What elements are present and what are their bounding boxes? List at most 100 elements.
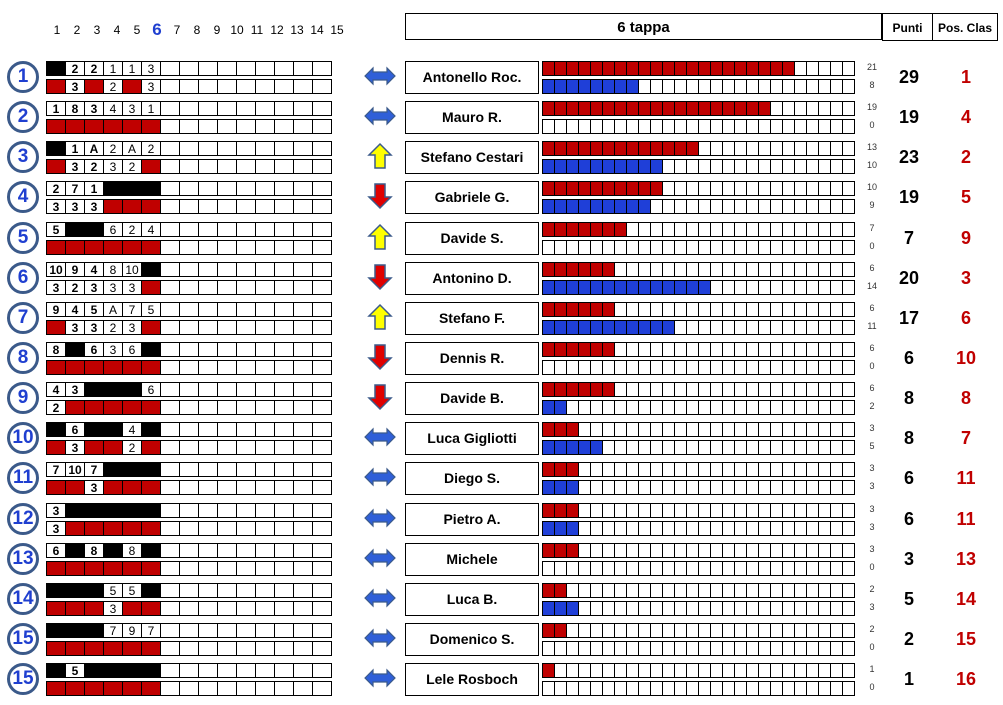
- red-score-bar: [542, 141, 855, 157]
- stage-cell: [312, 341, 332, 357]
- stage-cell: [65, 221, 85, 237]
- stage-cell: [236, 582, 256, 598]
- stage-cell: [160, 681, 180, 697]
- stage-cell: [217, 141, 237, 157]
- arrow-up-icon: [364, 142, 396, 170]
- stage-cell: [84, 79, 104, 94]
- stage-cell: [179, 560, 199, 576]
- participant-row: 5 5 6 2 4 Davide S. 7 0 7 9: [0, 221, 1003, 261]
- stage-points-row: [46, 640, 332, 656]
- rank-badge: 4: [7, 181, 39, 214]
- stage-cell: [141, 663, 161, 679]
- stage-cell: [141, 319, 161, 335]
- stage-cell: [236, 61, 256, 76]
- stage-points-row: 3: [46, 600, 332, 616]
- stage-cell: [103, 663, 123, 679]
- stage-cell: [312, 440, 332, 456]
- empty-bar-cell: [842, 181, 855, 197]
- participant-row: 10 6 4 3 2 Luca Gigliotti 3 5 8 7: [0, 421, 1003, 461]
- points-value: 19: [898, 107, 920, 128]
- stage-points-row: 2: [46, 400, 332, 416]
- stage-cell: [122, 560, 142, 576]
- stage-cell: 5: [141, 301, 161, 317]
- stage-cell: 2: [46, 400, 66, 416]
- stage-cell: [312, 622, 332, 638]
- stage-cell: [293, 319, 313, 335]
- stage-cell: [179, 663, 199, 679]
- stage-cell: [255, 502, 275, 518]
- empty-bar-cell: [842, 582, 855, 598]
- stage-cell: [179, 480, 199, 496]
- stage-cell: [179, 542, 199, 558]
- red-score-bar: [542, 61, 855, 76]
- stage-cell: [217, 600, 237, 616]
- stage-cell: 3: [84, 101, 104, 117]
- stage-cell: [312, 159, 332, 175]
- stage-cell: [122, 663, 142, 679]
- blue-count: 3: [869, 481, 875, 492]
- stage-cell: [198, 279, 218, 295]
- stage-cell: [198, 462, 218, 478]
- stage-cell: [312, 261, 332, 277]
- stage-cell: [274, 159, 294, 175]
- stage-cell: [160, 400, 180, 416]
- stage-number: 10: [230, 23, 244, 37]
- stage-cell: [122, 681, 142, 697]
- stage-cell: [141, 159, 161, 175]
- stage-cell: [198, 261, 218, 277]
- stage-cell: [179, 400, 199, 416]
- position-value: 11: [956, 468, 976, 489]
- stage-cell: [46, 422, 66, 438]
- empty-bar-cell: [842, 359, 855, 375]
- stage-cell: [65, 359, 85, 375]
- arrow-left-right-icon: [364, 102, 396, 130]
- stage-cell: [103, 359, 123, 375]
- red-score-bar: [542, 221, 855, 237]
- participant-row: 6 10 9 4 8 10 3 2 3 3 3 Antonino D. 6 14 20 3: [0, 261, 1003, 301]
- stage-cell: [217, 560, 237, 576]
- position-value: 2: [960, 147, 971, 168]
- stage-cell: [65, 622, 85, 638]
- empty-bar-cell: [842, 61, 855, 76]
- stage-cell: [293, 101, 313, 117]
- stage-cell: [255, 181, 275, 197]
- empty-bar-cell: [842, 422, 855, 438]
- participant-row: 12 3 3 Pietro A. 3 3 6 11: [0, 502, 1003, 542]
- red-score-bar: [542, 341, 855, 357]
- blue-score-bar: [542, 199, 855, 215]
- stage-cell: [312, 199, 332, 215]
- stage-cell: [293, 301, 313, 317]
- stage-cell: [198, 400, 218, 416]
- stage-cell: [179, 261, 199, 277]
- stage-cell: [65, 681, 85, 697]
- stage-cell: [122, 400, 142, 416]
- stage-cell: [198, 341, 218, 357]
- red-score-bar: [542, 582, 855, 598]
- stage-cell: [65, 640, 85, 656]
- position-value: 6: [960, 307, 971, 328]
- stage-cell: 6: [65, 422, 85, 438]
- stage-cell: [293, 502, 313, 518]
- blue-score-bar: [542, 119, 855, 135]
- position-value: 5: [960, 187, 971, 208]
- stage-cell: 3: [46, 279, 66, 295]
- stage-cell: 2: [122, 440, 142, 456]
- stage-cell: [217, 400, 237, 416]
- stage-cell: [217, 622, 237, 638]
- red-score-bar: [542, 502, 855, 518]
- stage-cell: [179, 141, 199, 157]
- blue-score-bar: [542, 600, 855, 616]
- stage-cell: [312, 582, 332, 598]
- stage-cell: [198, 382, 218, 398]
- stage-cell: [274, 382, 294, 398]
- red-count: 7: [869, 222, 875, 233]
- stage-cell: [122, 480, 142, 496]
- stage-cell: [293, 279, 313, 295]
- red-count: 6: [869, 342, 875, 353]
- stage-cell: [236, 101, 256, 117]
- stage-cell: [274, 301, 294, 317]
